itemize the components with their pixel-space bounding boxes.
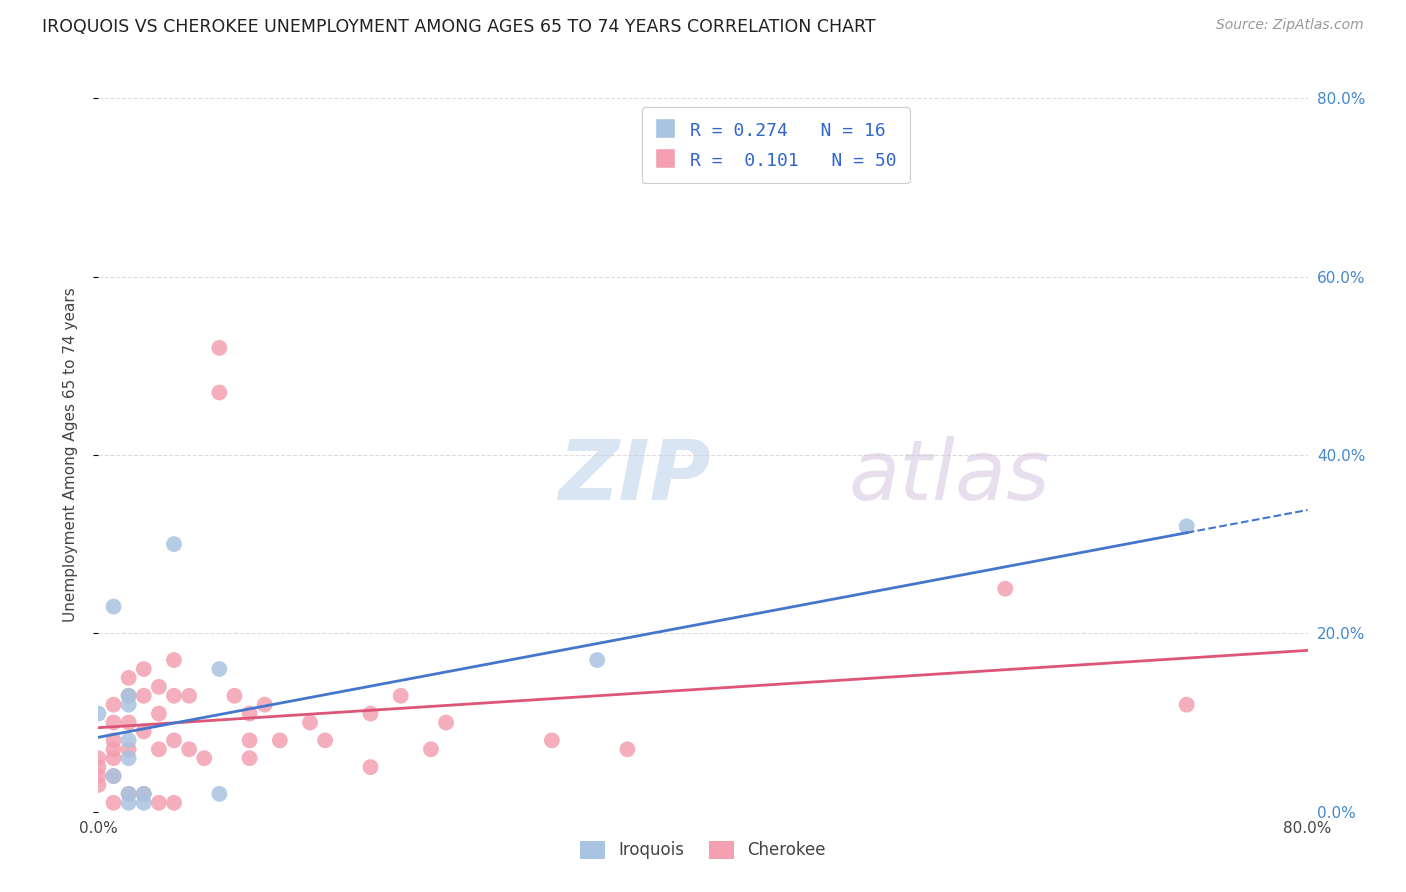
Point — [224, 689, 246, 703]
Point — [118, 671, 141, 685]
Point — [193, 751, 215, 765]
Point — [103, 751, 125, 765]
Point — [239, 706, 262, 721]
Point — [87, 760, 110, 774]
Point — [103, 742, 125, 756]
Point — [103, 599, 125, 614]
Point — [118, 733, 141, 747]
Point — [118, 751, 141, 765]
Text: atlas: atlas — [848, 436, 1050, 516]
Y-axis label: Unemployment Among Ages 65 to 74 years: Unemployment Among Ages 65 to 74 years — [63, 287, 77, 623]
Point — [148, 796, 170, 810]
Point — [118, 787, 141, 801]
Point — [132, 787, 155, 801]
Point — [148, 706, 170, 721]
Point — [87, 778, 110, 792]
Point — [163, 796, 186, 810]
Point — [163, 689, 186, 703]
Point — [132, 689, 155, 703]
Point — [148, 742, 170, 756]
Point — [118, 689, 141, 703]
Point — [87, 751, 110, 765]
Point — [208, 787, 231, 801]
Point — [103, 796, 125, 810]
Text: IROQUOIS VS CHEROKEE UNEMPLOYMENT AMONG AGES 65 TO 74 YEARS CORRELATION CHART: IROQUOIS VS CHEROKEE UNEMPLOYMENT AMONG … — [42, 18, 876, 36]
Legend: Iroquois, Cherokee: Iroquois, Cherokee — [572, 832, 834, 868]
Point — [420, 742, 443, 756]
Point — [103, 698, 125, 712]
Point — [1175, 519, 1198, 533]
Point — [239, 751, 262, 765]
Point — [239, 733, 262, 747]
Point — [208, 662, 231, 676]
Point — [253, 698, 276, 712]
Point — [179, 742, 201, 756]
Point — [616, 742, 638, 756]
Point — [103, 769, 125, 783]
Point — [103, 733, 125, 747]
Point — [132, 662, 155, 676]
Point — [118, 715, 141, 730]
Point — [208, 341, 231, 355]
Text: ZIP: ZIP — [558, 436, 710, 516]
Point — [163, 733, 186, 747]
Point — [132, 787, 155, 801]
Point — [299, 715, 322, 730]
Point — [132, 724, 155, 739]
Point — [87, 706, 110, 721]
Point — [132, 796, 155, 810]
Point — [389, 689, 412, 703]
Point — [540, 733, 562, 747]
Point — [1175, 698, 1198, 712]
Point — [360, 706, 382, 721]
Point — [118, 698, 141, 712]
Point — [314, 733, 336, 747]
Text: Source: ZipAtlas.com: Source: ZipAtlas.com — [1216, 18, 1364, 32]
Point — [163, 537, 186, 551]
Point — [434, 715, 457, 730]
Point — [179, 689, 201, 703]
Point — [586, 653, 609, 667]
Point — [360, 760, 382, 774]
Point — [103, 715, 125, 730]
Point — [269, 733, 291, 747]
Point — [87, 769, 110, 783]
Point — [148, 680, 170, 694]
Point — [103, 769, 125, 783]
Point — [994, 582, 1017, 596]
Point — [118, 742, 141, 756]
Point — [208, 385, 231, 400]
Point — [163, 653, 186, 667]
Point — [118, 796, 141, 810]
Point — [118, 689, 141, 703]
Point — [118, 787, 141, 801]
